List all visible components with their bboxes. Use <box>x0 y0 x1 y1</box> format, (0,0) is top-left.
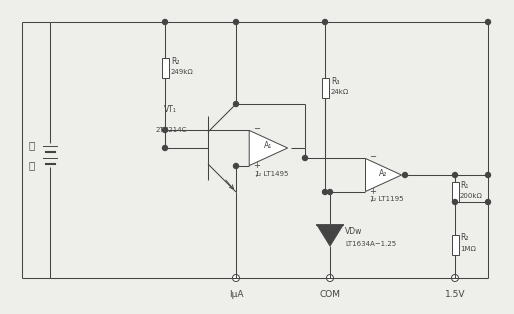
Circle shape <box>486 19 490 24</box>
Bar <box>161 58 169 78</box>
Text: +: + <box>369 187 376 196</box>
Circle shape <box>233 101 238 106</box>
Bar <box>451 235 458 255</box>
Text: −: − <box>253 124 260 133</box>
Circle shape <box>233 19 238 24</box>
Circle shape <box>327 275 333 280</box>
Text: R₁: R₁ <box>460 181 468 190</box>
Polygon shape <box>365 159 401 192</box>
Circle shape <box>452 275 457 280</box>
Text: 249kΩ: 249kΩ <box>171 69 194 75</box>
Circle shape <box>232 274 240 281</box>
Text: 2TX214C: 2TX214C <box>156 127 188 133</box>
Text: +: + <box>253 160 260 170</box>
Bar <box>321 78 328 98</box>
Circle shape <box>452 199 457 204</box>
Text: VDw: VDw <box>345 228 362 236</box>
Text: 电: 电 <box>29 140 35 150</box>
Circle shape <box>322 19 327 24</box>
Text: /₂ LT1495: /₂ LT1495 <box>256 171 288 177</box>
Circle shape <box>327 190 333 194</box>
Circle shape <box>303 155 307 160</box>
Text: COM: COM <box>320 290 340 299</box>
Circle shape <box>486 172 490 177</box>
Circle shape <box>233 164 238 169</box>
Text: IμA: IμA <box>229 290 243 299</box>
Text: 1.5V: 1.5V <box>445 290 465 299</box>
Text: LT1634A−1.25: LT1634A−1.25 <box>345 241 396 247</box>
Circle shape <box>402 172 408 177</box>
Text: 1: 1 <box>369 196 374 202</box>
Circle shape <box>322 190 327 194</box>
Text: R₂: R₂ <box>460 234 468 242</box>
Text: R₂: R₂ <box>171 57 179 66</box>
Circle shape <box>452 172 457 177</box>
Bar <box>451 182 458 202</box>
Circle shape <box>326 274 334 281</box>
Text: R₃: R₃ <box>331 77 340 85</box>
Text: VT₁: VT₁ <box>163 106 176 115</box>
Circle shape <box>451 274 458 281</box>
Text: 24kΩ: 24kΩ <box>331 89 349 95</box>
Text: 1: 1 <box>254 171 259 177</box>
Circle shape <box>162 19 168 24</box>
Circle shape <box>162 127 168 133</box>
Polygon shape <box>249 130 288 165</box>
Text: 200kΩ: 200kΩ <box>460 193 483 199</box>
Text: A₂: A₂ <box>379 169 387 177</box>
Polygon shape <box>317 225 343 246</box>
Circle shape <box>162 145 168 150</box>
Text: 池: 池 <box>29 160 35 170</box>
Text: /₂ LT1195: /₂ LT1195 <box>371 196 403 202</box>
Text: 1MΩ: 1MΩ <box>460 246 476 252</box>
Text: −: − <box>369 153 376 161</box>
Circle shape <box>486 199 490 204</box>
Text: A₁: A₁ <box>264 142 272 150</box>
